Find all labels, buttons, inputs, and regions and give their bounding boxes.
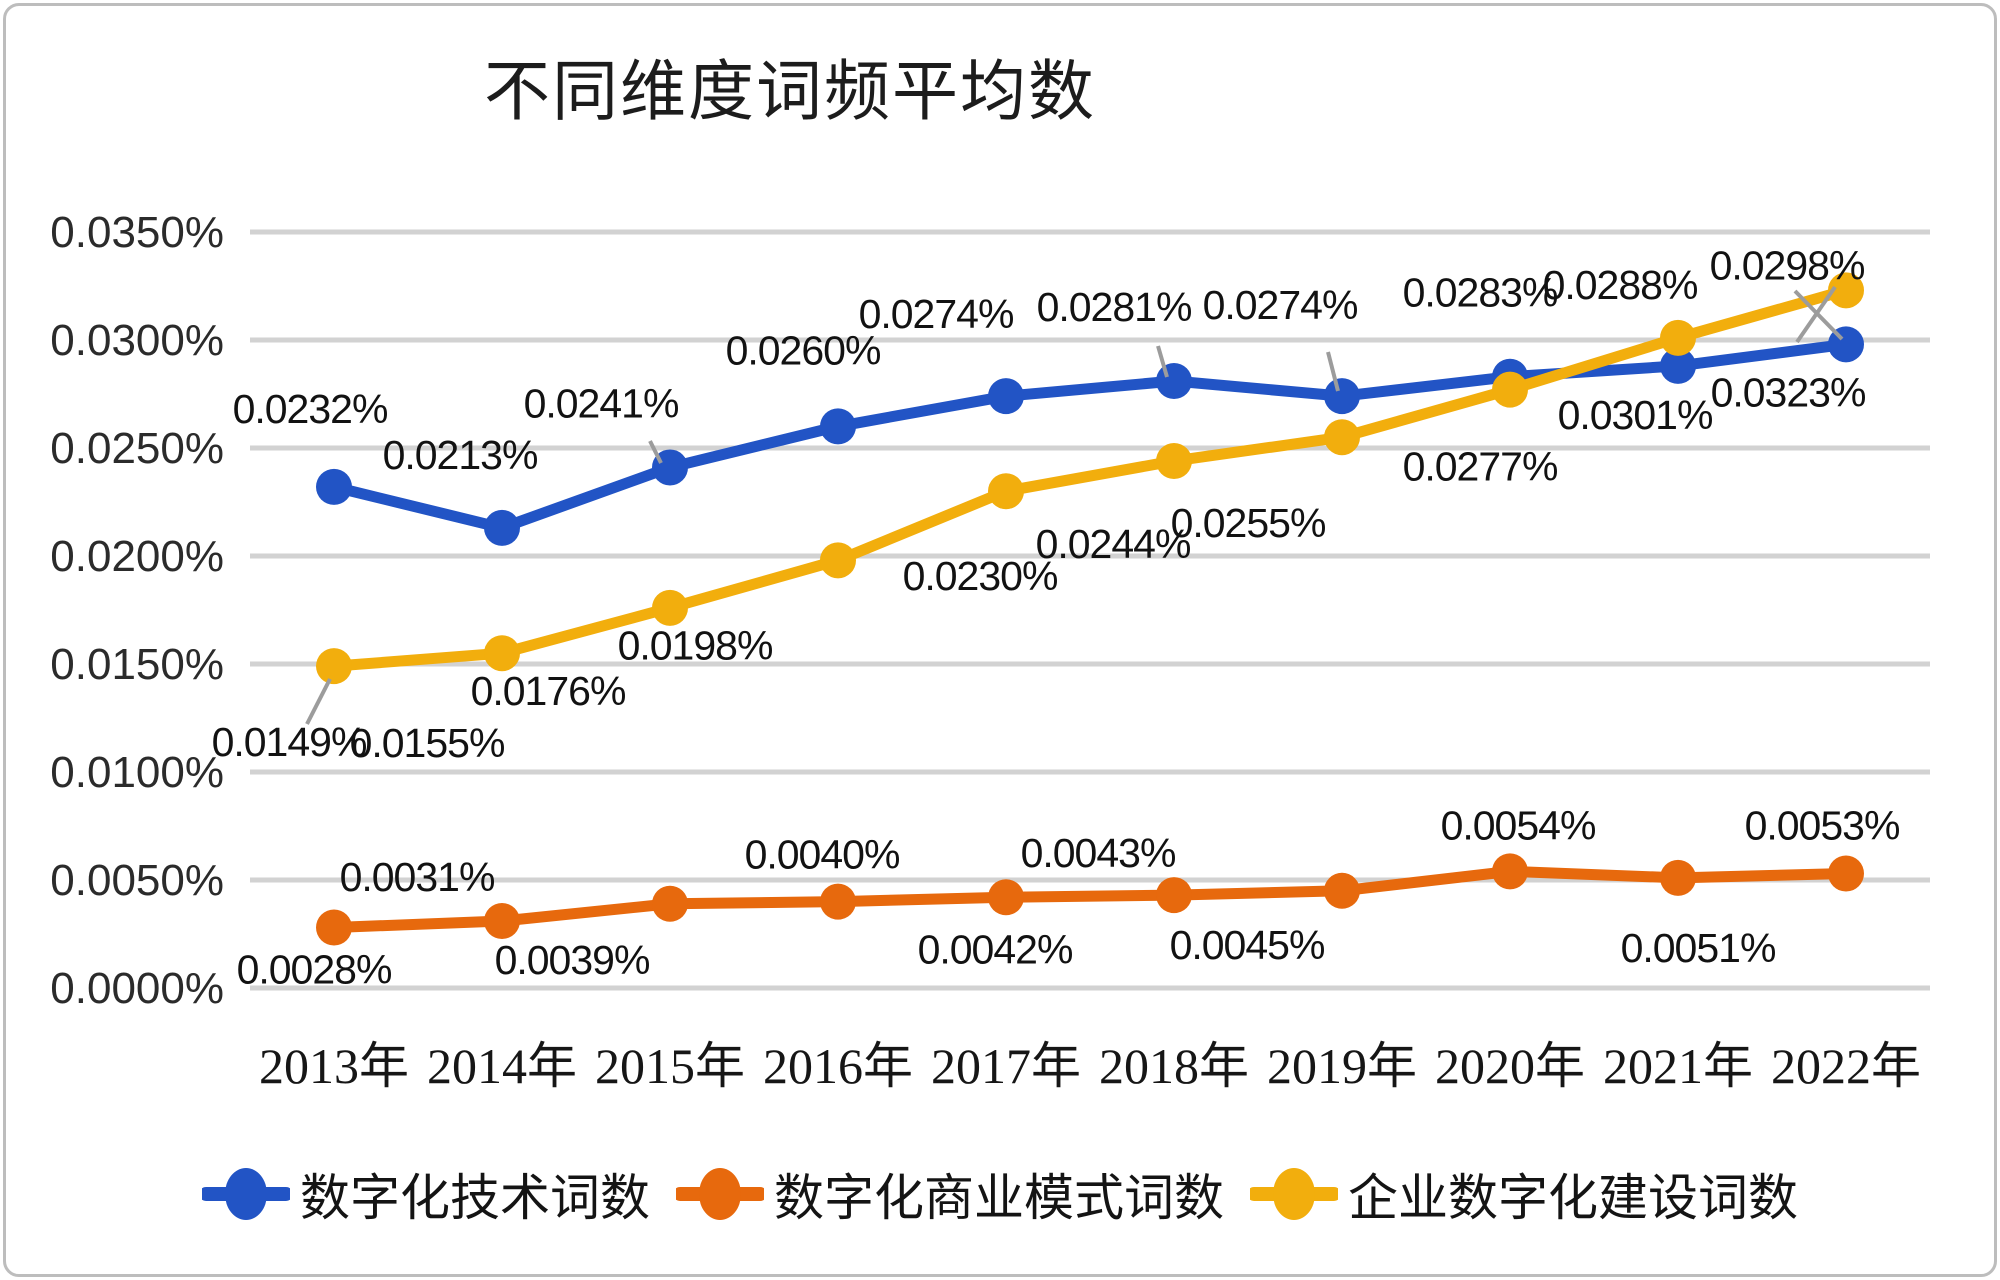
x-axis-category-label: 2020年	[1435, 1038, 1585, 1094]
series-point-1	[820, 883, 856, 920]
data-label: 0.0288%	[1543, 262, 1698, 308]
series-point-2	[1828, 272, 1864, 309]
x-axis-category-label: 2019年	[1267, 1038, 1417, 1094]
data-label: 0.0040%	[745, 832, 900, 878]
legend-item-enterprise-construction[interactable]: 企业数字化建设词数	[1250, 1158, 1798, 1230]
data-label: 0.0241%	[524, 380, 679, 426]
series-point-0	[1156, 363, 1192, 400]
series-point-2	[1156, 442, 1192, 479]
series-point-1	[652, 885, 688, 922]
series-point-0	[652, 449, 688, 486]
series-point-0	[316, 468, 352, 505]
leader-line	[1326, 351, 1340, 392]
leader-line	[1795, 285, 1837, 344]
series-point-1	[484, 903, 520, 940]
legend-item-digital-tech[interactable]: 数字化技术词数	[202, 1158, 650, 1230]
series-point-2	[652, 589, 688, 626]
data-label: 0.0176%	[471, 668, 626, 714]
data-label: 0.0155%	[350, 720, 505, 766]
x-axis-category-label: 2018年	[1099, 1038, 1249, 1094]
data-label: 0.0039%	[495, 937, 650, 983]
series-point-0	[484, 509, 520, 546]
y-axis-tick-label: 0.0350%	[50, 208, 224, 257]
legend-line-marker-icon	[676, 1168, 764, 1220]
data-label: 0.0028%	[237, 947, 392, 993]
y-axis-tick-label: 0.0200%	[50, 532, 224, 581]
data-label: 0.0042%	[918, 926, 1073, 972]
data-label: 0.0232%	[233, 386, 388, 432]
y-axis-tick-label: 0.0050%	[50, 856, 224, 905]
leader-line	[1793, 289, 1844, 341]
y-axis-tick-label: 0.0150%	[50, 640, 224, 689]
x-axis-category-label: 2017年	[931, 1038, 1081, 1094]
legend-item-label: 数字化商业模式词数	[774, 1170, 1224, 1226]
series-point-1	[988, 879, 1024, 916]
data-label: 0.0230%	[903, 553, 1058, 599]
leader-line	[305, 678, 332, 725]
chart-title: 不同维度词频平均数	[484, 56, 1096, 129]
y-axis-tick-label: 0.0100%	[50, 748, 224, 797]
data-label: 0.0051%	[1621, 925, 1776, 971]
data-label: 0.0274%	[859, 291, 1014, 337]
x-axis-category-label: 2021年	[1603, 1038, 1753, 1094]
series-point-2	[820, 542, 856, 579]
leader-line	[648, 440, 663, 464]
data-label: 0.0274%	[1203, 282, 1358, 328]
data-label: 0.0260%	[726, 327, 881, 373]
data-label: 0.0045%	[1170, 922, 1325, 968]
series-point-1	[316, 909, 352, 946]
data-label: 0.0301%	[1558, 392, 1713, 438]
x-axis-category-label: 2015年	[595, 1038, 745, 1094]
legend-line-marker-icon	[1250, 1168, 1338, 1220]
series-point-1	[1156, 877, 1192, 914]
series-point-1	[1828, 855, 1864, 892]
series-point-0	[1660, 347, 1696, 384]
series-point-0	[988, 378, 1024, 415]
data-label: 0.0281%	[1037, 284, 1192, 330]
data-label: 0.0255%	[1171, 500, 1326, 546]
data-label: 0.0149%	[212, 719, 367, 765]
data-label: 0.0031%	[340, 854, 495, 900]
x-axis-category-label: 2014年	[427, 1038, 577, 1094]
series-point-1	[1660, 859, 1696, 896]
legend: 数字化技术词数 数字化商业模式词数 企业数字化建设词数	[0, 1148, 2000, 1240]
data-label: 0.0198%	[618, 622, 773, 668]
series-point-2	[316, 648, 352, 685]
legend-item-label: 企业数字化建设词数	[1348, 1170, 1798, 1226]
y-axis-tick-label: 0.0300%	[50, 316, 224, 365]
data-label: 0.0298%	[1710, 242, 1865, 288]
x-axis-category-label: 2013年	[259, 1038, 409, 1094]
data-label: 0.0053%	[1745, 803, 1900, 849]
series-point-1	[1324, 872, 1360, 909]
series-point-2	[988, 473, 1024, 510]
data-label: 0.0277%	[1403, 444, 1558, 490]
legend-line-marker-icon	[202, 1168, 290, 1220]
data-label: 0.0283%	[1403, 270, 1558, 316]
data-label: 0.0054%	[1441, 802, 1596, 848]
series-point-2	[1492, 371, 1528, 408]
x-axis-category-label: 2022年	[1771, 1038, 1921, 1094]
data-label: 0.0213%	[383, 432, 538, 478]
series-line-0	[328, 338, 1852, 534]
series-line-2	[328, 284, 1852, 672]
data-label: 0.0043%	[1021, 830, 1176, 876]
leader-line	[1156, 345, 1169, 378]
x-axis-category-label: 2016年	[763, 1038, 913, 1094]
y-axis-tick-label: 0.0000%	[50, 964, 224, 1013]
series-point-1	[1492, 853, 1528, 890]
series-line-1	[328, 865, 1852, 934]
series-point-0	[1324, 378, 1360, 415]
series-point-2	[484, 635, 520, 672]
data-label: 0.0323%	[1711, 369, 1866, 415]
series-point-0	[820, 408, 856, 445]
series-point-2	[1324, 419, 1360, 456]
series-point-2	[1660, 319, 1696, 356]
legend-item-label: 数字化技术词数	[300, 1170, 650, 1226]
y-axis-tick-label: 0.0250%	[50, 424, 224, 473]
legend-item-business-model[interactable]: 数字化商业模式词数	[676, 1158, 1224, 1230]
data-label: 0.0244%	[1036, 521, 1191, 567]
